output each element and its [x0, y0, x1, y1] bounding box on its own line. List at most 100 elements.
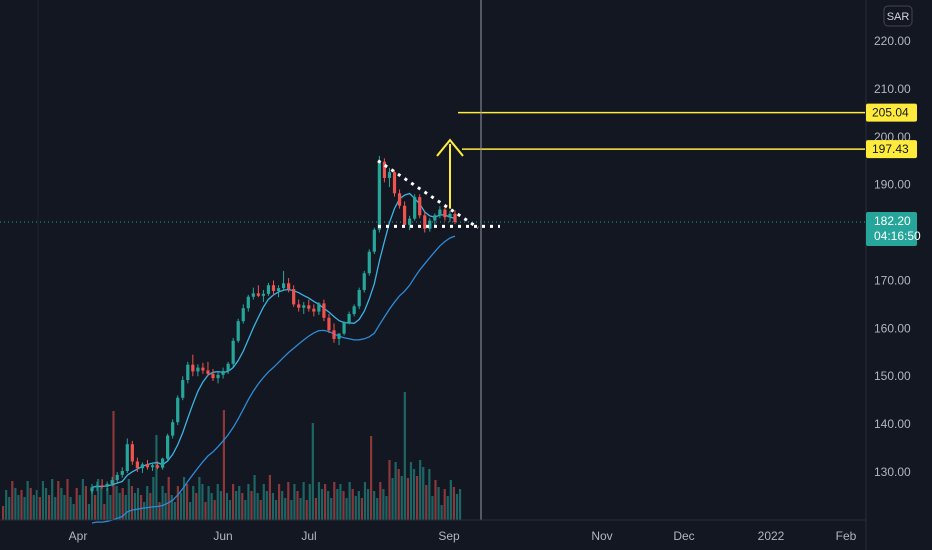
candle-body: [312, 308, 316, 312]
candle-body: [332, 330, 336, 339]
volume-bar: [5, 490, 8, 520]
candle-body: [196, 367, 200, 372]
volume-bar: [48, 495, 51, 520]
volume-bar: [228, 500, 232, 520]
volume-bar: [449, 480, 452, 520]
volume-bar: [299, 498, 302, 520]
candle-body: [181, 380, 185, 398]
candle-body: [362, 273, 366, 291]
volume-bar: [78, 495, 81, 520]
volume-bar: [69, 497, 72, 520]
volume-bar: [311, 423, 314, 520]
level-badge: [866, 103, 917, 122]
time-tick-label: Sep: [438, 529, 460, 543]
volume-bar: [388, 460, 391, 520]
volume-bar: [176, 486, 179, 520]
volume-bar: [158, 502, 161, 520]
time-tick-label: Jul: [301, 529, 316, 543]
candle-body: [115, 474, 119, 481]
volume-bar: [81, 479, 84, 520]
volume-bar: [336, 489, 339, 520]
volume-bar: [195, 493, 198, 520]
price-tick-label: 170.00: [874, 273, 911, 287]
volume-bar: [458, 489, 462, 520]
volume-bar: [170, 495, 173, 520]
volume-bar: [397, 469, 400, 520]
candle-body: [201, 367, 205, 371]
volume-bar: [41, 481, 45, 520]
candle-body: [453, 213, 457, 223]
volume-bar: [370, 436, 373, 520]
candle-body: [413, 197, 417, 219]
candle-body: [140, 464, 145, 469]
volume-bar: [103, 504, 106, 520]
volume-bar: [422, 467, 425, 520]
candle-body: [171, 422, 175, 436]
volume-bar: [351, 489, 354, 520]
breakout-arrow-head: [436, 138, 464, 157]
candle-body: [433, 215, 437, 221]
volume-bar: [308, 484, 311, 520]
candle-body: [367, 251, 371, 274]
candle-body: [176, 397, 180, 423]
volume-bar: [412, 469, 416, 520]
candle-body: [135, 461, 139, 469]
volume-bar: [434, 480, 437, 520]
candle-body: [276, 288, 281, 291]
volume-bar: [192, 486, 195, 520]
level-badge-label: 197.43: [872, 142, 909, 156]
volume-bar: [112, 411, 115, 520]
volume-bar: [425, 485, 428, 520]
volume-bar: [391, 478, 394, 520]
volume-bar: [400, 476, 403, 520]
candle-body: [125, 444, 129, 472]
candle-body: [266, 285, 271, 294]
volume-bar: [213, 500, 216, 520]
volume-bar: [146, 486, 149, 520]
candle-body: [357, 290, 361, 307]
volume-bar: [155, 435, 158, 520]
time-axis[interactable]: Apr Jun Jul Sep Nov Dec 2022 Feb: [0, 519, 866, 543]
volume-bar: [281, 491, 284, 520]
volume-bar: [75, 488, 78, 520]
price-tick-label: 160.00: [874, 321, 911, 335]
volume-bar: [219, 491, 222, 520]
candle-body: [397, 193, 402, 206]
volume-bar: [133, 493, 137, 520]
level-badge-label: 205.04: [872, 106, 909, 120]
volume-bar: [121, 488, 124, 520]
volume-bar: [379, 482, 382, 520]
volume-bar: [354, 496, 357, 520]
volume-bar: [60, 488, 63, 520]
candle-body: [226, 363, 230, 371]
volume-bar: [51, 479, 54, 520]
volume-bar: [305, 500, 308, 520]
volume-bar: [189, 502, 192, 520]
volume-bar: [431, 496, 434, 520]
volume-bar: [345, 498, 348, 520]
volume-bar: [330, 498, 333, 520]
volume-bar: [44, 488, 48, 520]
volume-bar: [403, 392, 406, 520]
candle-body: [211, 373, 215, 379]
moving-average-line: [91, 235, 456, 524]
price-tick-label: 150.00: [874, 369, 911, 383]
volume-bar: [278, 484, 281, 520]
candle-body: [382, 161, 387, 178]
volume-bar: [265, 491, 268, 520]
volume-bar: [152, 477, 155, 520]
candle-body: [231, 340, 235, 364]
volume-bar: [8, 497, 11, 520]
candle-body: [241, 308, 245, 322]
volume-bar: [394, 462, 397, 520]
volume-bar: [20, 490, 23, 520]
volume-bar: [186, 484, 189, 520]
volume-bar: [428, 469, 431, 520]
price-tick-label: 140.00: [874, 417, 911, 431]
currency-button[interactable]: SAR: [883, 5, 913, 27]
price-tick-label: 190.00: [874, 178, 911, 192]
candle-body: [372, 229, 376, 252]
candle-body: [307, 305, 311, 309]
volume-bar: [253, 475, 256, 520]
